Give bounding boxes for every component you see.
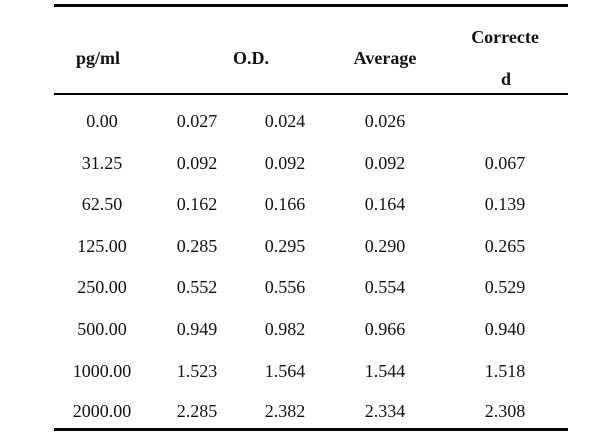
table-header-rule [54,93,568,95]
cell-od-1: 0.949 [176,319,218,339]
table-bottom-rule [54,428,568,431]
cell-od-1: 0.285 [176,236,218,256]
cell-average: 0.092 [364,153,406,173]
cell-average: 2.334 [364,401,406,421]
cell-pg-ml: 500.00 [77,319,127,339]
cell-od-2: 0.166 [264,194,306,214]
cell-average: 0.164 [364,194,406,214]
cell-average: 0.290 [364,236,406,256]
cell-od-2: 0.092 [264,153,306,173]
cell-corrected: 2.308 [484,401,526,421]
cell-corrected: 1.518 [484,361,526,381]
cell-corrected: 0.067 [484,153,526,173]
cell-od-2: 0.982 [264,319,306,339]
cell-corrected: 0.529 [484,277,526,297]
cell-od-2: 0.295 [264,236,306,256]
cell-od-2: 0.556 [264,277,306,297]
header-od: O.D. [233,48,269,68]
cell-average: 0.554 [364,277,406,297]
cell-od-2: 2.382 [264,401,306,421]
header-pg-ml: pg/ml [75,48,121,68]
cell-average: 0.966 [364,319,406,339]
cell-average: 0.026 [364,111,406,131]
cell-od-1: 0.552 [176,277,218,297]
header-corrected-line1: Correcte [471,27,539,47]
cell-pg-ml: 0.00 [86,111,118,131]
cell-pg-ml: 250.00 [77,277,127,297]
cell-average: 1.544 [364,361,406,381]
header-corrected-line2: d [500,69,512,89]
cell-corrected: 0.265 [484,236,526,256]
cell-corrected: 0.139 [484,194,526,214]
cell-pg-ml: 1000.00 [72,361,132,381]
cell-od-1: 0.027 [176,111,218,131]
cell-od-2: 1.564 [264,361,306,381]
cell-pg-ml: 62.50 [81,194,123,214]
cell-pg-ml: 31.25 [81,153,123,173]
table-top-rule [54,4,568,7]
cell-od-1: 1.523 [176,361,218,381]
cell-od-2: 0.024 [264,111,306,131]
cell-pg-ml: 2000.00 [72,401,132,421]
cell-pg-ml: 125.00 [77,236,127,256]
cell-od-1: 0.162 [176,194,218,214]
cell-corrected: 0.940 [484,319,526,339]
cell-od-1: 2.285 [176,401,218,421]
header-average: Average [353,48,417,68]
cell-od-1: 0.092 [176,153,218,173]
